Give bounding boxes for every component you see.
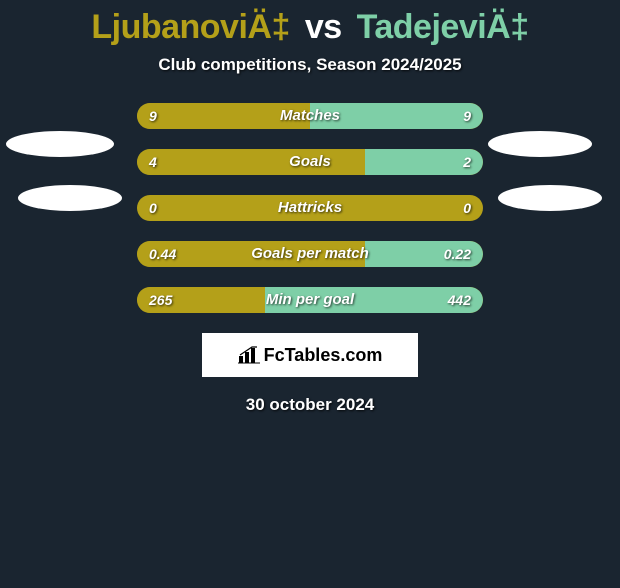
player2-name: TadejeviÄ‡: [357, 8, 529, 46]
date-text: 30 october 2024: [0, 395, 620, 415]
brand-text: FcTables.com: [264, 345, 383, 366]
decorative-ellipse: [6, 131, 114, 157]
player1-name: LjubanoviÄ‡: [91, 8, 290, 46]
stat-label: Goals: [137, 149, 483, 175]
decorative-ellipse: [498, 185, 602, 211]
stat-row: 0.440.22Goals per match: [137, 241, 483, 267]
stat-label: Min per goal: [137, 287, 483, 313]
stat-label: Hattricks: [137, 195, 483, 221]
stat-label: Matches: [137, 103, 483, 129]
vs-word: vs: [305, 8, 342, 46]
stats-bars: 99Matches 42Goals 00Hattricks 0.440.22Goals…: [137, 103, 483, 313]
brand-box: FcTables.com: [202, 333, 418, 377]
stat-label: Goals per match: [137, 241, 483, 267]
decorative-ellipse: [18, 185, 122, 211]
subtitle: Club competitions, Season 2024/2025: [0, 55, 620, 75]
stat-row: 99Matches: [137, 103, 483, 129]
decorative-ellipse: [488, 131, 592, 157]
stat-row: 265442Min per goal: [137, 287, 483, 313]
stat-row: 00Hattricks: [137, 195, 483, 221]
stat-row: 42Goals: [137, 149, 483, 175]
comparison-title: LjubanoviÄ‡ vs TadejeviÄ‡: [0, 8, 620, 47]
bar-chart-icon: [238, 346, 260, 364]
